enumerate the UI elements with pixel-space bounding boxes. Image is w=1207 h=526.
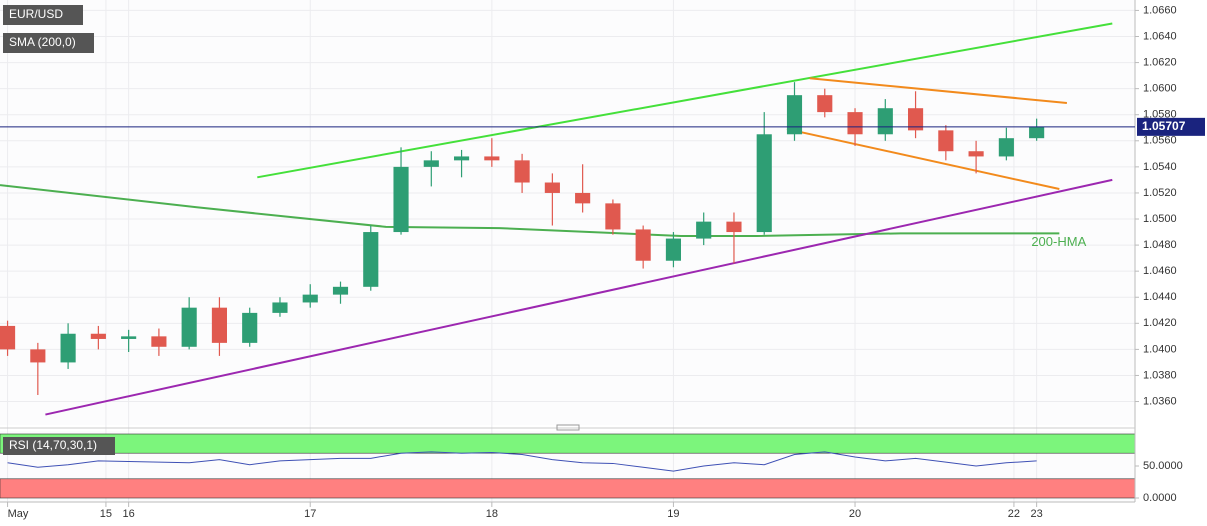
candle-body — [665, 238, 681, 261]
x-tick-label: 20 — [849, 508, 861, 520]
candle-body — [847, 112, 863, 135]
y-tick-label: 1.0540 — [1143, 161, 1177, 173]
trend-line — [809, 77, 1067, 104]
candle-body — [332, 286, 349, 295]
annotation: 200-HMA — [1031, 234, 1086, 249]
y-tick-label: 1.0640 — [1143, 30, 1177, 42]
rsi-band — [0, 433, 1136, 454]
candle-body — [393, 166, 409, 233]
y-tick-label: 1.0460 — [1143, 265, 1177, 277]
symbol-box — [3, 5, 83, 25]
candle-body — [968, 151, 984, 157]
y-tick-label: 0.0000 — [1143, 492, 1177, 504]
legend-label: SMA (200,0) — [9, 35, 76, 49]
symbol-label: EUR/USD — [9, 7, 63, 21]
candle-body — [272, 302, 288, 313]
y-tick-label: 1.0380 — [1143, 369, 1177, 381]
candle-body — [242, 312, 258, 343]
candle-body — [544, 182, 560, 193]
last-price-label: 1.05707 — [1142, 119, 1186, 133]
trend-line — [45, 178, 1113, 416]
sma-line — [0, 184, 1060, 237]
candle-body — [635, 229, 651, 261]
x-tick-label: 17 — [304, 508, 316, 520]
y-tick-label: 1.0360 — [1143, 395, 1177, 407]
x-tick-label: May — [8, 508, 29, 520]
rsi-label: RSI (14,70,30,1) — [9, 438, 97, 452]
trend-line — [786, 128, 1060, 191]
trend-line — [257, 22, 1113, 179]
candle-body — [0, 325, 16, 350]
candle-body — [756, 134, 772, 233]
y-tick-label: 1.0440 — [1143, 291, 1177, 303]
candle-body — [302, 294, 318, 303]
y-tick-label: 1.0400 — [1143, 343, 1177, 355]
x-tick-label: 22 — [1008, 508, 1020, 520]
candle-body — [484, 156, 500, 161]
resize-handle[interactable] — [556, 424, 580, 431]
candle-body — [1029, 126, 1045, 139]
x-tick-label: 19 — [667, 508, 679, 520]
y-tick-label: 50.0000 — [1143, 460, 1183, 472]
y-tick-label: 1.0560 — [1143, 135, 1177, 147]
y-tick-label: 1.0500 — [1143, 213, 1177, 225]
candle-body — [90, 333, 106, 339]
candle-body — [30, 349, 46, 363]
y-tick-label: 1.0620 — [1143, 56, 1177, 68]
candle-body — [151, 336, 167, 347]
candle-body — [696, 221, 712, 239]
y-tick-label: 1.0580 — [1143, 109, 1177, 121]
last-price-box — [1137, 117, 1205, 136]
x-tick-label: 23 — [1031, 508, 1043, 520]
rsi-band — [0, 478, 1136, 499]
candle-body — [786, 95, 803, 135]
candle-body — [181, 307, 197, 347]
y-tick-label: 1.0520 — [1143, 187, 1177, 199]
x-tick-label: 16 — [123, 508, 135, 520]
y-tick-label: 1.0420 — [1143, 317, 1177, 329]
x-tick-label: 18 — [486, 508, 498, 520]
y-tick-label: 1.0660 — [1143, 4, 1177, 16]
candle-body — [363, 232, 379, 287]
candle-body — [938, 130, 954, 152]
candle-body — [908, 108, 924, 131]
candle-body — [211, 307, 227, 343]
y-tick-label: 1.0480 — [1143, 239, 1177, 251]
price-panel — [0, 0, 1135, 425]
candle-body — [60, 333, 76, 363]
candle-body — [817, 95, 833, 113]
candle-body — [726, 221, 742, 233]
candle-body — [454, 156, 470, 161]
x-tick-label: 15 — [100, 508, 112, 520]
y-tick-label: 1.0600 — [1143, 83, 1177, 95]
candle-body — [998, 138, 1014, 157]
candle-body — [877, 108, 893, 135]
candle-body — [121, 336, 137, 339]
candle-body — [423, 160, 439, 167]
indicator-box — [3, 33, 94, 53]
candle-body — [575, 192, 591, 204]
indicator-box — [3, 437, 115, 455]
candle-body — [514, 160, 530, 183]
candle-body — [605, 203, 621, 230]
rsi-line — [7, 451, 1037, 472]
